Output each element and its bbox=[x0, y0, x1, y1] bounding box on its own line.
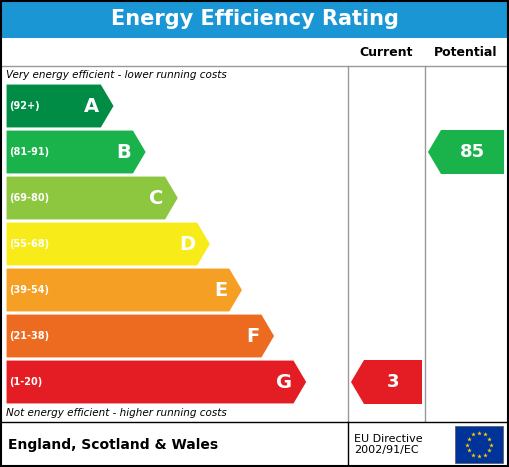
Polygon shape bbox=[6, 222, 211, 266]
Polygon shape bbox=[6, 176, 178, 220]
Text: 85: 85 bbox=[460, 143, 485, 161]
Text: (21-38): (21-38) bbox=[9, 331, 49, 341]
Polygon shape bbox=[6, 268, 243, 312]
Bar bbox=[1, 422, 508, 466]
Text: E: E bbox=[214, 281, 228, 299]
Polygon shape bbox=[6, 84, 114, 128]
Text: A: A bbox=[84, 97, 99, 115]
Text: (39-54): (39-54) bbox=[9, 285, 49, 295]
Text: F: F bbox=[246, 326, 260, 346]
Text: (69-80): (69-80) bbox=[9, 193, 49, 203]
Text: Potential: Potential bbox=[434, 45, 498, 58]
Bar bbox=[455, 426, 503, 463]
Text: D: D bbox=[179, 234, 195, 254]
Polygon shape bbox=[6, 314, 275, 358]
Text: B: B bbox=[117, 142, 131, 162]
Polygon shape bbox=[6, 130, 146, 174]
Text: (55-68): (55-68) bbox=[9, 239, 49, 249]
Text: (81-91): (81-91) bbox=[9, 147, 49, 157]
Text: G: G bbox=[276, 373, 292, 391]
Polygon shape bbox=[428, 130, 504, 174]
Polygon shape bbox=[6, 360, 307, 404]
Text: EU Directive
2002/91/EC: EU Directive 2002/91/EC bbox=[354, 434, 422, 455]
Text: Current: Current bbox=[360, 45, 413, 58]
Text: (1-20): (1-20) bbox=[9, 377, 42, 387]
Text: Not energy efficient - higher running costs: Not energy efficient - higher running co… bbox=[6, 408, 227, 418]
Polygon shape bbox=[351, 360, 422, 404]
Text: 3: 3 bbox=[387, 373, 399, 391]
Text: Very energy efficient - lower running costs: Very energy efficient - lower running co… bbox=[6, 70, 227, 80]
Text: C: C bbox=[149, 189, 163, 207]
Text: England, Scotland & Wales: England, Scotland & Wales bbox=[8, 438, 218, 452]
Bar bbox=[1, 0, 508, 38]
Text: (92+): (92+) bbox=[9, 101, 40, 111]
Text: Energy Efficiency Rating: Energy Efficiency Rating bbox=[110, 9, 399, 29]
